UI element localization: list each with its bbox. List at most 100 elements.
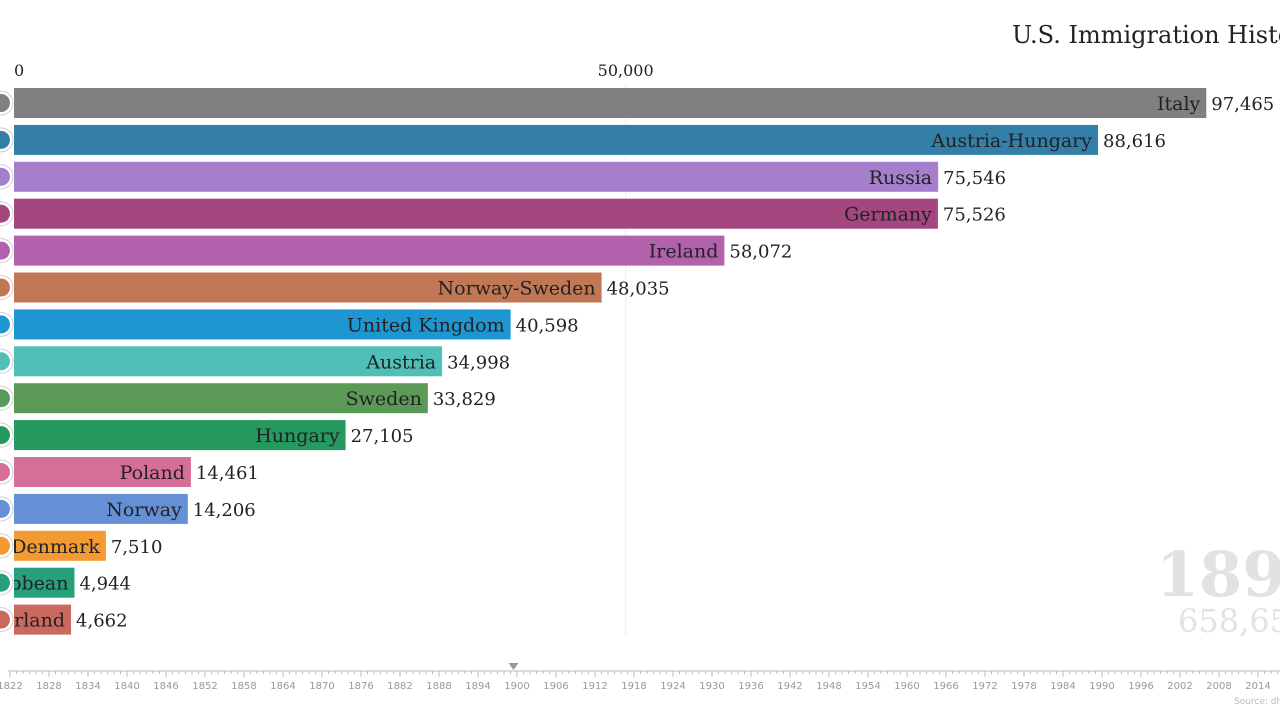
- timeline-year-label[interactable]: 1918: [621, 681, 646, 692]
- bar: [14, 235, 725, 266]
- timeline-year-label[interactable]: 1960: [894, 681, 919, 692]
- bar-value-label: 27,105: [351, 426, 414, 447]
- flag-icon-fill: [0, 167, 10, 186]
- bar-value-label: 58,072: [729, 242, 792, 263]
- bar-row: Norway-Sweden 48,035: [0, 272, 670, 303]
- year-timeline[interactable]: 1822 1828 1834 1840 1846 1852 1858 1864 1870 1876…: [0, 663, 1280, 692]
- timeline-year-label[interactable]: 1942: [777, 681, 802, 692]
- timeline-year-label[interactable]: 1996: [1128, 681, 1153, 692]
- bar: [14, 567, 75, 598]
- bar-row: Denmark 7,510: [0, 530, 162, 561]
- bar-category-label: Austria-Hungary: [930, 130, 1092, 152]
- timeline-year-label[interactable]: 1828: [36, 681, 61, 692]
- bar-row: Ireland 58,072: [0, 235, 792, 266]
- timeline-year-label[interactable]: 1822: [0, 681, 23, 692]
- bar: [14, 124, 1099, 155]
- timeline-year-label[interactable]: 1846: [153, 681, 178, 692]
- bar-value-label: 14,206: [193, 500, 256, 521]
- bar: [14, 383, 428, 414]
- current-year-label: 1899: [1156, 538, 1280, 611]
- bar: [14, 161, 939, 192]
- bar-row: Sweden 33,829: [0, 383, 496, 414]
- flag-icon-fill: [0, 352, 10, 371]
- chart-title: U.S. Immigration History: [1012, 21, 1280, 49]
- timeline-year-label[interactable]: 1984: [1050, 681, 1075, 692]
- x-axis-ticks: 0 50,000: [14, 61, 654, 80]
- bar: [14, 272, 602, 303]
- timeline-year-label[interactable]: 1852: [192, 681, 217, 692]
- bar: [14, 493, 188, 524]
- timeline-year-label[interactable]: 2002: [1167, 681, 1192, 692]
- bar-value-label: 4,662: [76, 611, 128, 632]
- timeline-year-label[interactable]: 1936: [738, 681, 763, 692]
- timeline-year-label[interactable]: 1900: [504, 681, 529, 692]
- timeline-year-label[interactable]: 1888: [426, 681, 451, 692]
- bar-row: Italy 97,465: [0, 88, 1274, 118]
- timeline-year-label[interactable]: 1930: [699, 681, 724, 692]
- bar-row: Austria 34,998: [0, 346, 510, 377]
- timeline-year-label[interactable]: 1906: [543, 681, 568, 692]
- bar: [14, 530, 106, 561]
- timeline-year-label[interactable]: 1882: [387, 681, 412, 692]
- x-tick-label: 50,000: [598, 61, 654, 80]
- bar: [14, 309, 511, 340]
- flag-icon-fill: [0, 389, 10, 408]
- timeline-year-label[interactable]: 1864: [270, 681, 295, 692]
- bar-row: Caribbean 4,944: [0, 567, 131, 598]
- timeline-year-label[interactable]: 1948: [816, 681, 841, 692]
- bar-category-label: Hungary: [255, 425, 340, 447]
- bar-category-label: Germany: [844, 204, 932, 226]
- bar: [14, 457, 191, 487]
- bar-value-label: 75,526: [943, 205, 1006, 226]
- flag-icon-fill: [0, 204, 10, 223]
- bar: [14, 420, 346, 451]
- bar-row: Germany 75,526: [0, 198, 1006, 229]
- timeline-year-label[interactable]: 2014: [1245, 681, 1270, 692]
- timeline-year-label[interactable]: 1972: [972, 681, 997, 692]
- bar: [14, 346, 443, 377]
- flag-icon-fill: [0, 130, 10, 149]
- timeline-year-label[interactable]: 1858: [231, 681, 256, 692]
- bar-row: United Kingdom 40,598: [0, 309, 579, 340]
- flag-icon-fill: [0, 278, 10, 297]
- bar: [14, 88, 1207, 118]
- bar-category-label: Norway: [106, 499, 182, 521]
- bar-category-label: Ireland: [649, 241, 719, 263]
- flag-icon-fill: [0, 536, 10, 555]
- bar-row: Hungary 27,105: [0, 420, 414, 451]
- bar-category-label: Sweden: [346, 388, 422, 410]
- bar-value-label: 4,944: [79, 574, 131, 595]
- bar-category-label: Caribbean: [0, 573, 68, 595]
- flag-icon-fill: [0, 463, 10, 481]
- timeline-marker-icon[interactable]: [508, 663, 519, 670]
- bar-value-label: 34,998: [447, 352, 510, 373]
- timeline-year-label[interactable]: 1978: [1011, 681, 1036, 692]
- bar-category-label: Austria: [365, 351, 436, 373]
- bar-row: Norway 14,206: [0, 493, 256, 524]
- bar-category-label: Switzerland: [0, 610, 65, 632]
- timeline-year-label[interactable]: 1870: [309, 681, 334, 692]
- timeline-year-label[interactable]: 1966: [933, 681, 958, 692]
- timeline-year-label[interactable]: 1876: [348, 681, 373, 692]
- timeline-year-label[interactable]: 1840: [114, 681, 139, 692]
- bar-category-label: Poland: [120, 462, 185, 484]
- flag-icon-fill: [0, 315, 10, 334]
- flag-icon-fill: [0, 426, 10, 445]
- bars: Italy 97,465 Austria-Hungary 88,616 Russia 75…: [0, 88, 1274, 635]
- bar-value-label: 97,465: [1211, 94, 1274, 115]
- timeline-year-label[interactable]: 2008: [1206, 681, 1231, 692]
- timeline-year-label[interactable]: 1894: [465, 681, 490, 692]
- timeline-year-label[interactable]: 1924: [660, 681, 685, 692]
- timeline-year-label[interactable]: 1990: [1089, 681, 1114, 692]
- bar-category-label: Denmark: [11, 536, 100, 558]
- bar-category-label: Italy: [1157, 93, 1201, 115]
- source-label: Source: dhs: [1234, 697, 1280, 707]
- bar-row: Switzerland 4,662: [0, 604, 128, 635]
- bar-value-label: 33,829: [433, 389, 496, 410]
- timeline-year-label[interactable]: 1954: [855, 681, 880, 692]
- timeline-year-label[interactable]: 1834: [75, 681, 100, 692]
- flag-icon-fill: [0, 241, 10, 260]
- bar-category-label: Norway-Sweden: [438, 278, 596, 300]
- timeline-year-label[interactable]: 1912: [582, 681, 607, 692]
